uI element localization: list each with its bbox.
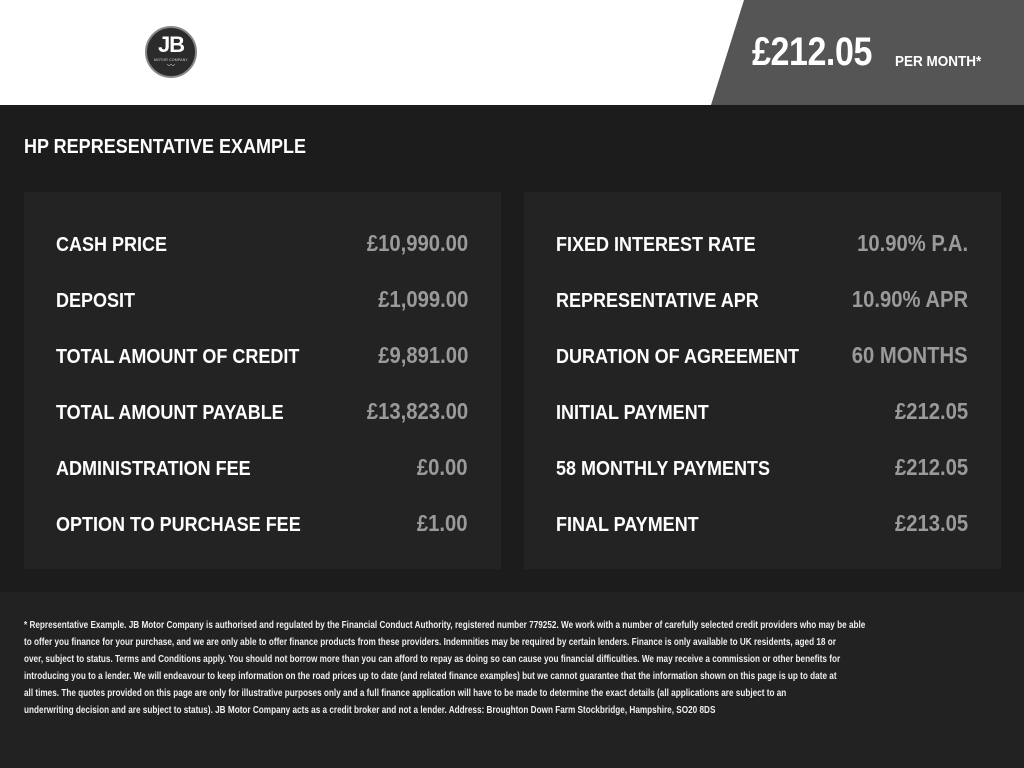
row-label: DEPOSIT: [56, 290, 136, 312]
wings-icon: 〰: [167, 61, 175, 70]
disclaimer-text: * Representative Example. JB Motor Compa…: [24, 617, 865, 719]
finance-row: CASH PRICE £10,990.00: [56, 222, 468, 256]
row-value: £0.00: [417, 454, 468, 480]
finance-row: REPRESENTATIVE APR 10.90% APR: [556, 278, 968, 312]
per-month-label: PER MONTH*: [895, 53, 982, 70]
jb-motor-company-logo[interactable]: JB MOTOR COMPANY 〰: [145, 26, 197, 78]
row-label: CASH PRICE: [56, 234, 168, 256]
row-value: £213.05: [894, 510, 968, 536]
finance-row: TOTAL AMOUNT OF CREDIT £9,891.00: [56, 334, 468, 368]
row-label: FIXED INTEREST RATE: [556, 234, 756, 256]
monthly-price: £212.05: [752, 30, 872, 74]
finance-row: DEPOSIT £1,099.00: [56, 278, 468, 312]
finance-panel-left: CASH PRICE £10,990.00 DEPOSIT £1,099.00 TOTA…: [24, 192, 501, 569]
finance-row: DURATION OF AGREEMENT 60 MONTHS: [556, 334, 968, 368]
row-value: 60 MONTHS: [852, 342, 968, 368]
row-value: 10.90% APR: [851, 286, 968, 312]
row-label: ADMINISTRATION FEE: [56, 458, 251, 480]
row-label: DURATION OF AGREEMENT: [556, 346, 799, 368]
disclaimer-line: underwriting decision and are subject to…: [24, 704, 716, 716]
row-value: £212.05: [894, 398, 968, 424]
finance-row: FINAL PAYMENT £213.05: [556, 502, 968, 536]
monthly-price-box: [711, 0, 1024, 105]
section-title: HP REPRESENTATIVE EXAMPLE: [24, 136, 307, 158]
finance-row: INITIAL PAYMENT £212.05: [556, 390, 968, 424]
row-label: INITIAL PAYMENT: [556, 402, 709, 424]
row-label: 58 MONTHLY PAYMENTS: [556, 458, 771, 480]
row-label: FINAL PAYMENT: [556, 514, 699, 536]
logo-subtext: MOTOR COMPANY: [154, 58, 188, 62]
finance-panel-right: FIXED INTEREST RATE 10.90% P.A. REPRESENTA…: [524, 192, 1001, 569]
finance-row: 58 MONTHLY PAYMENTS £212.05: [556, 446, 968, 480]
row-value: 10.90% P.A.: [856, 230, 968, 256]
row-value: £13,823.00: [366, 398, 468, 424]
disclaimer-line: introducing you to a lender. We will end…: [24, 670, 837, 682]
finance-row: OPTION TO PURCHASE FEE £1.00: [56, 502, 468, 536]
row-value: £212.05: [894, 454, 968, 480]
disclaimer-line: all times. The quotes provided on this p…: [24, 687, 787, 699]
row-value: £10,990.00: [366, 230, 468, 256]
row-label: TOTAL AMOUNT PAYABLE: [56, 402, 284, 424]
finance-row: FIXED INTEREST RATE 10.90% P.A.: [556, 222, 968, 256]
row-label: REPRESENTATIVE APR: [556, 290, 759, 312]
disclaimer-line: over, subject to status. Terms and Condi…: [24, 653, 841, 665]
disclaimer-section: [0, 592, 1024, 768]
disclaimer-line: to offer you finance for your purchase, …: [24, 636, 836, 648]
row-label: TOTAL AMOUNT OF CREDIT: [56, 346, 300, 368]
logo-text: JB: [157, 32, 185, 57]
disclaimer-line: * Representative Example. JB Motor Compa…: [24, 619, 866, 631]
row-label: OPTION TO PURCHASE FEE: [56, 514, 301, 536]
row-value: £1.00: [417, 510, 468, 536]
row-value: £1,099.00: [377, 286, 468, 312]
finance-row: ADMINISTRATION FEE £0.00: [56, 446, 468, 480]
row-value: £9,891.00: [377, 342, 468, 368]
finance-row: TOTAL AMOUNT PAYABLE £13,823.00: [56, 390, 468, 424]
